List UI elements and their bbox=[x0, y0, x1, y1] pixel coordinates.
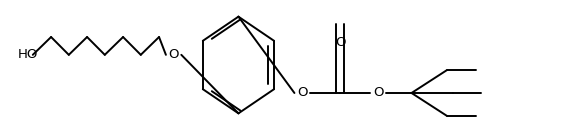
Text: O: O bbox=[373, 86, 383, 99]
Text: O: O bbox=[297, 86, 308, 99]
Text: O: O bbox=[169, 48, 179, 61]
Text: O: O bbox=[335, 36, 346, 49]
Text: HO: HO bbox=[17, 48, 38, 61]
